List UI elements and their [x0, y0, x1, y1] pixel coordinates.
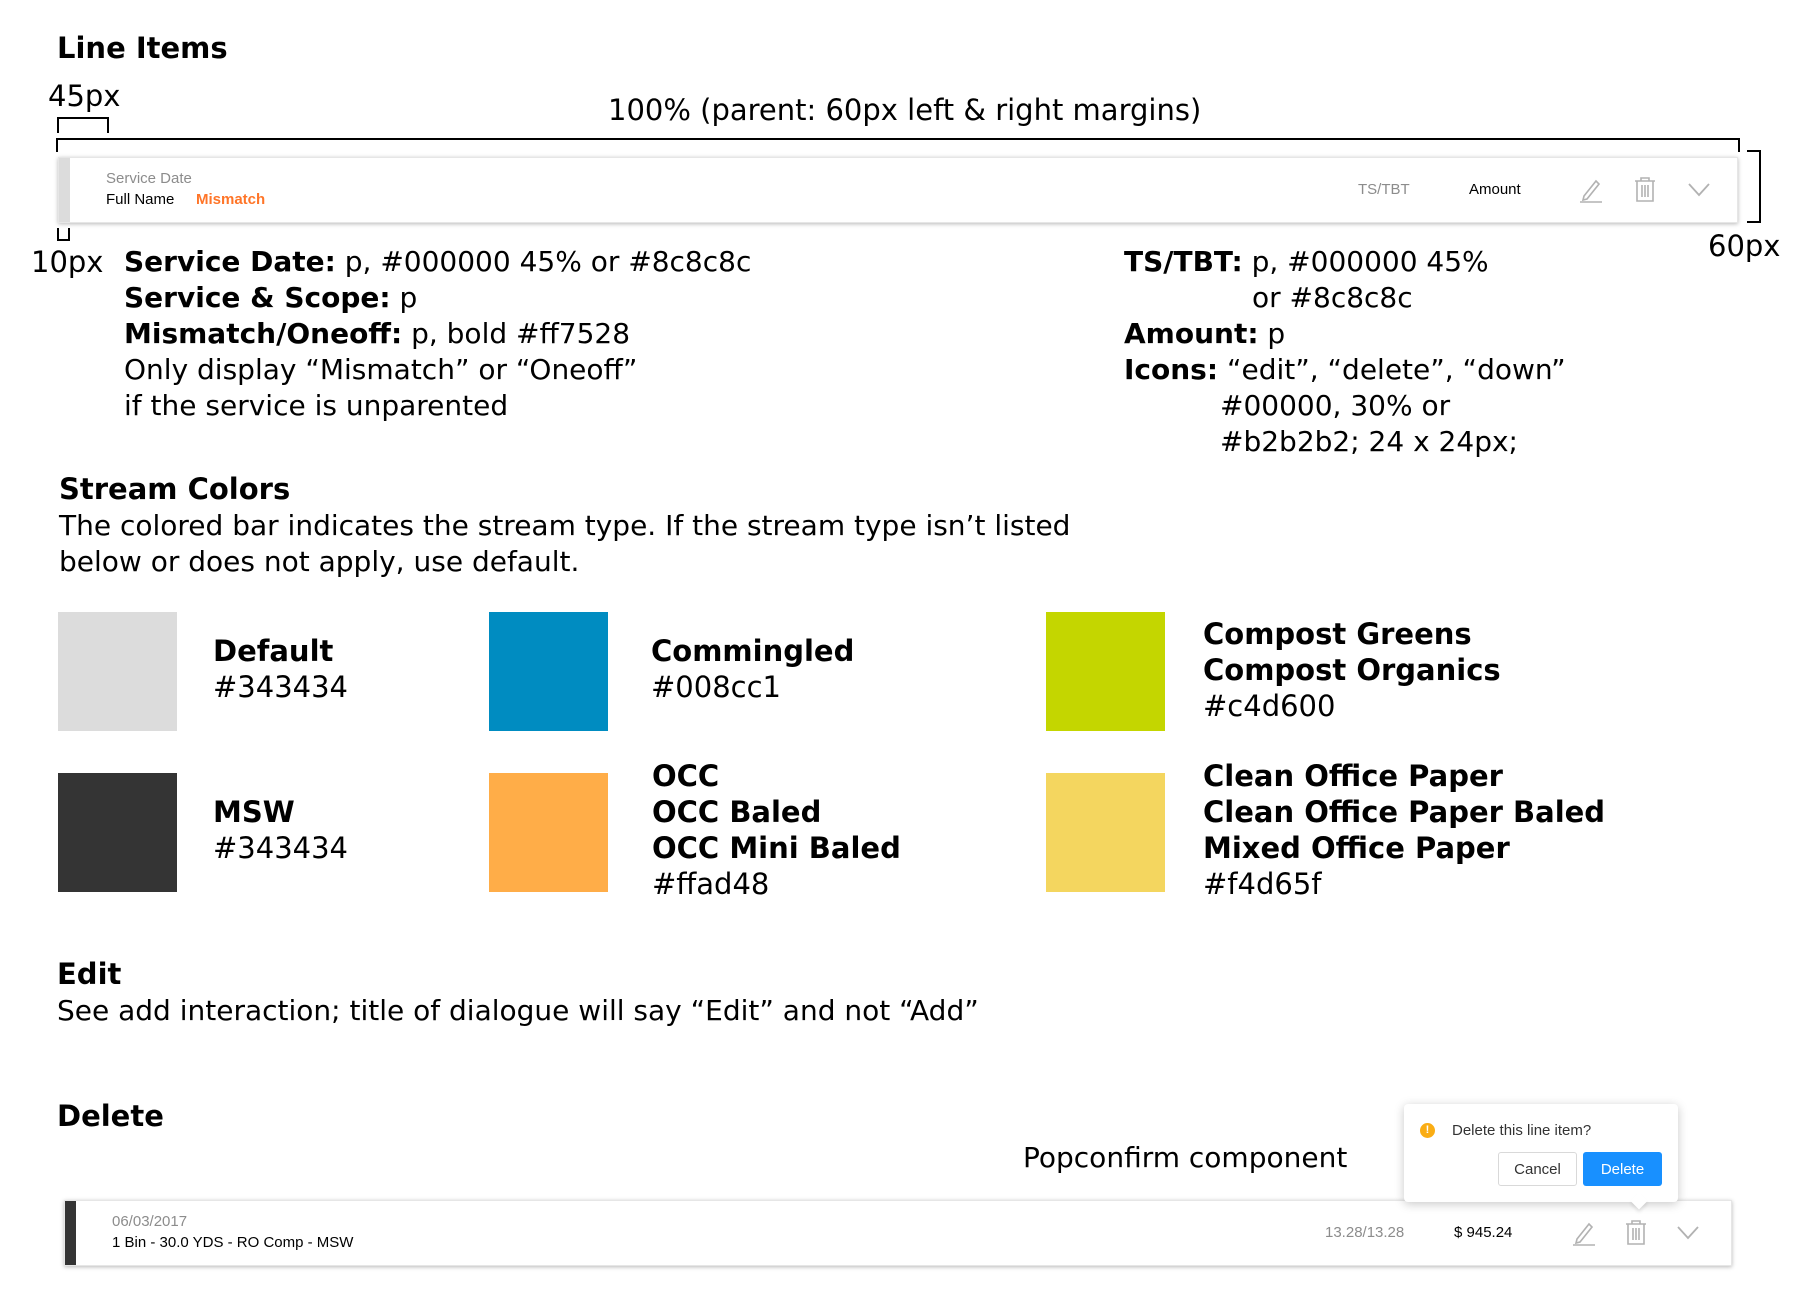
swatch-msw — [58, 773, 177, 892]
notes-left: Service Date: p, #000000 45% or #8c8c8c … — [124, 244, 751, 424]
note-icons-size: #b2b2b2; 24 x 24px; — [1220, 425, 1518, 458]
note-amount-key: Amount: — [1124, 317, 1259, 350]
dim-45-tick-right — [107, 117, 109, 133]
stream-desc-line-1: The colored bar indicates the stream typ… — [59, 509, 1071, 542]
dim-width-tick-right — [1738, 138, 1740, 152]
swatch-compost — [1046, 612, 1165, 731]
stream-desc-line-2: below or does not apply, use default. — [59, 545, 580, 578]
line-items-heading: Line Items — [57, 31, 228, 65]
dim-10-tick-left — [57, 228, 59, 241]
dim-60-line — [1759, 150, 1761, 223]
swatch-default-text: Default #343434 — [213, 633, 348, 705]
swatch-name: Clean Office Paper — [1203, 759, 1503, 793]
swatch-name: Compost Greens — [1203, 617, 1472, 651]
swatch-name: OCC Mini Baled — [652, 831, 901, 865]
mismatch-label: Mismatch — [196, 191, 266, 208]
ts-tbt-label: TS/TBT — [1358, 181, 1410, 198]
dim-45-label: 45px — [48, 79, 121, 113]
chevron-down-icon[interactable] — [1685, 175, 1713, 203]
swatch-name: Default — [213, 634, 334, 668]
popconfirm-question: Delete this line item? — [1452, 1122, 1592, 1139]
swatch-office-paper-text: Clean Office Paper Clean Office Paper Ba… — [1203, 758, 1605, 902]
cancel-button[interactable]: Cancel — [1498, 1152, 1577, 1186]
swatch-office-paper — [1046, 773, 1165, 892]
edit-heading: Edit — [57, 957, 122, 991]
swatch-default — [58, 612, 177, 731]
note-service-scope-value: p — [390, 281, 418, 314]
ts-tbt-value: 13.28/13.28 — [1325, 1224, 1405, 1241]
note-service-date-value: p, #000000 45% or #8c8c8c — [335, 245, 752, 278]
edit-description: See add interaction; title of dialogue w… — [57, 994, 979, 1027]
dim-60-label: 60px — [1708, 229, 1781, 263]
swatch-name: Mixed Office Paper — [1203, 831, 1510, 865]
confirm-delete-button[interactable]: Delete — [1583, 1152, 1662, 1186]
dim-45-tick-left — [57, 117, 59, 133]
swatch-name: Clean Office Paper Baled — [1203, 795, 1606, 829]
swatch-occ-text: OCC OCC Baled OCC Mini Baled #ffad48 — [652, 758, 901, 902]
amount-label: Amount — [1469, 181, 1521, 198]
swatch-hex: #343434 — [213, 831, 349, 865]
swatch-commingled-text: Commingled #008cc1 — [651, 633, 854, 705]
spec-line-item-row[interactable]: Service Date Full Name Mismatch TS/TBT A… — [58, 157, 1738, 223]
dim-width-tick-left — [56, 138, 58, 152]
stream-color-bar — [65, 1201, 76, 1265]
swatch-hex: #c4d600 — [1203, 689, 1336, 723]
amount-value: $ 945.24 — [1454, 1224, 1513, 1241]
dim-45-line — [57, 117, 109, 119]
note-ts-tbt-value-2: or #8c8c8c — [1252, 281, 1413, 314]
warning-icon: ! — [1420, 1123, 1435, 1138]
dim-60-tick-bottom — [1747, 221, 1761, 223]
note-mismatch-key: Mismatch/Oneoff: — [124, 317, 403, 350]
service-description: 1 Bin - 30.0 YDS - RO Comp - MSW — [112, 1234, 354, 1251]
swatch-msw-text: MSW #343434 — [213, 794, 348, 866]
note-service-scope-key: Service & Scope: — [124, 281, 391, 314]
delete-line-item-row[interactable]: 06/03/2017 1 Bin - 30.0 YDS - RO Comp - … — [64, 1200, 1732, 1266]
note-mismatch-value: p, bold #ff7528 — [402, 317, 631, 350]
stream-color-bar — [59, 158, 70, 222]
note-icons-color: #00000, 30% or — [1220, 389, 1451, 422]
chevron-down-icon[interactable] — [1674, 1218, 1702, 1246]
stream-colors-description: The colored bar indicates the stream typ… — [59, 508, 1070, 580]
swatch-name: OCC — [652, 759, 720, 793]
dim-10-tick-right — [68, 228, 70, 241]
swatch-name: OCC Baled — [652, 795, 822, 829]
swatch-hex: #ffad48 — [652, 867, 770, 901]
edit-icon[interactable] — [1577, 175, 1605, 203]
dim-width-line — [56, 138, 1740, 140]
notes-right: TS/TBT: p, #000000 45% or #8c8c8c Amount… — [1124, 244, 1566, 460]
swatch-name: Commingled — [651, 634, 855, 668]
swatch-occ — [489, 773, 608, 892]
delete-heading: Delete — [57, 1099, 164, 1133]
dim-width-label: 100% (parent: 60px left & right margins) — [608, 93, 1202, 127]
service-date: 06/03/2017 — [112, 1213, 188, 1230]
note-ts-tbt-key: TS/TBT: — [1124, 245, 1243, 278]
swatch-hex: #f4d65f — [1203, 867, 1322, 901]
swatch-compost-text: Compost Greens Compost Organics #c4d600 — [1203, 616, 1501, 724]
note-service-date-key: Service Date: — [124, 245, 336, 278]
note-amount-value: p — [1258, 317, 1286, 350]
delete-icon[interactable] — [1631, 175, 1659, 203]
dim-60-tick-top — [1747, 150, 1761, 152]
swatch-hex: #343434 — [213, 670, 349, 704]
note-ts-tbt-value: p, #000000 45% — [1242, 245, 1489, 278]
dim-10-label: 10px — [31, 245, 104, 279]
service-date-label: Service Date — [106, 170, 192, 187]
note-display-rule-2: if the service is unparented — [124, 389, 509, 422]
stream-colors-heading: Stream Colors — [59, 472, 291, 506]
swatch-hex: #008cc1 — [651, 670, 781, 704]
dim-10-line — [57, 239, 70, 241]
swatch-name: Compost Organics — [1203, 653, 1501, 687]
edit-icon[interactable] — [1570, 1218, 1598, 1246]
full-name-label: Full Name — [106, 191, 175, 208]
popconfirm-label: Popconfirm component — [1023, 1141, 1348, 1174]
swatch-name: MSW — [213, 795, 295, 829]
popconfirm: ! Delete this line item? Cancel Delete — [1404, 1104, 1678, 1210]
note-display-rule-1: Only display “Mismatch” or “Oneoff” — [124, 353, 638, 386]
note-icons-value: “edit”, “delete”, “down” — [1218, 353, 1566, 386]
swatch-commingled — [489, 612, 608, 731]
note-icons-key: Icons: — [1124, 353, 1219, 386]
delete-icon[interactable] — [1622, 1218, 1650, 1246]
